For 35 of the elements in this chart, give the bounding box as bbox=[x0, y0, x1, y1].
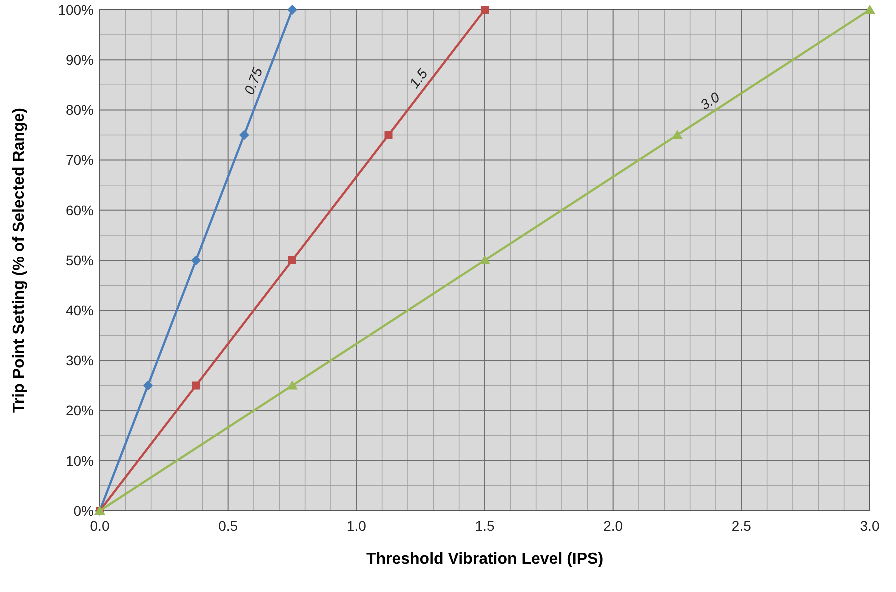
y-tick-label: 90% bbox=[66, 52, 94, 68]
y-tick-label: 60% bbox=[66, 202, 94, 218]
x-tick-label: 1.0 bbox=[346, 518, 367, 534]
x-tick-label: 1.5 bbox=[475, 518, 495, 534]
y-tick-label: 20% bbox=[66, 402, 94, 419]
y-tick-label: 100% bbox=[58, 2, 94, 18]
x-tick-label: 2.0 bbox=[604, 518, 624, 534]
y-tick-label: 0% bbox=[74, 502, 94, 519]
point bbox=[481, 6, 489, 14]
y-tick-label: 50% bbox=[66, 252, 94, 268]
point bbox=[864, 5, 876, 14]
annotation: 0.75 bbox=[241, 65, 266, 97]
y-tick-label: 10% bbox=[66, 452, 94, 469]
point bbox=[239, 130, 250, 140]
x-tick-label: 2.5 bbox=[732, 518, 752, 534]
point bbox=[288, 256, 296, 264]
point bbox=[192, 382, 200, 390]
point bbox=[672, 130, 683, 140]
x-axis-title: Threshold Vibration Level (IPS) bbox=[366, 551, 604, 568]
point bbox=[191, 256, 202, 266]
y-tick-label: 40% bbox=[66, 302, 94, 318]
annotation: 3.0 bbox=[697, 88, 723, 113]
y-tick-label: 70% bbox=[66, 152, 94, 168]
point bbox=[287, 380, 298, 390]
point bbox=[288, 5, 298, 15]
annotation: 1.5 bbox=[406, 66, 431, 92]
y-tick-label: 30% bbox=[66, 352, 94, 369]
point bbox=[143, 380, 154, 391]
point bbox=[480, 256, 490, 264]
point bbox=[384, 131, 393, 140]
y-axis-title: Trip Point Setting (% of Selected Range) bbox=[11, 108, 28, 413]
x-tick-label: 0.0 bbox=[90, 518, 110, 534]
x-tick-label: 3.0 bbox=[860, 518, 880, 534]
x-tick-label: 0.5 bbox=[218, 518, 238, 534]
y-tick-label: 80% bbox=[66, 102, 94, 118]
